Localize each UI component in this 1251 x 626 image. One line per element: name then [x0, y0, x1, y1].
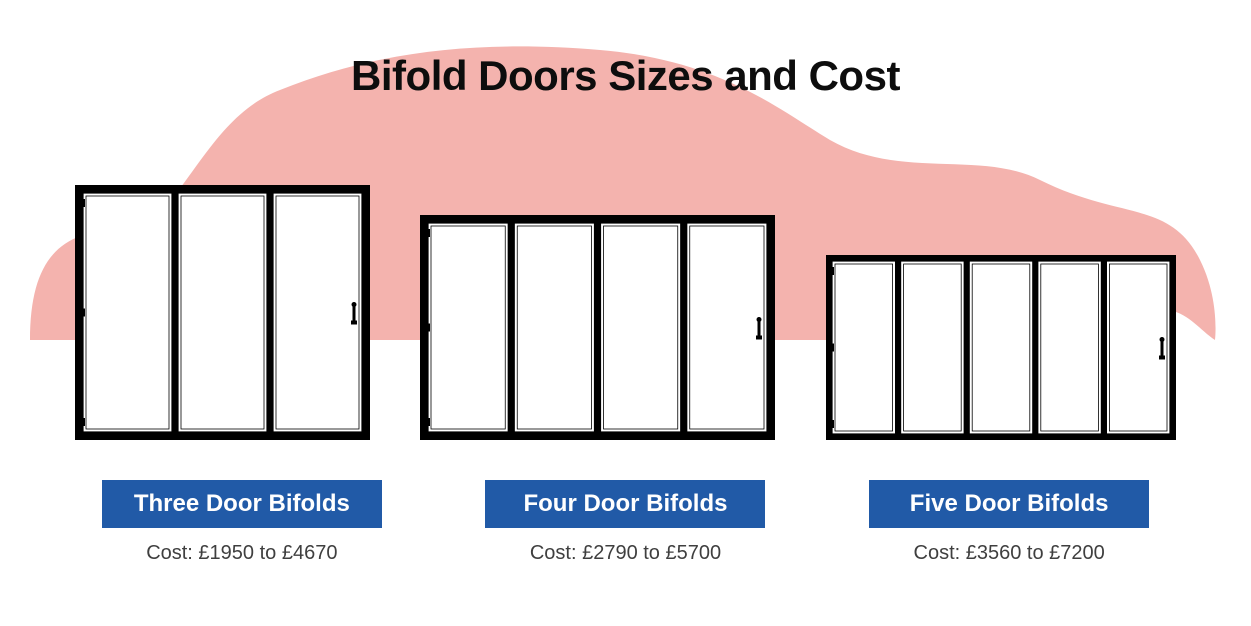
door-panel	[428, 223, 508, 432]
door-wrapper	[826, 255, 1176, 440]
door-panel	[515, 223, 595, 432]
door-panel	[273, 193, 362, 432]
door-type-badge: Four Door Bifolds	[485, 480, 765, 528]
door-panel	[832, 261, 896, 434]
door-panel	[601, 223, 681, 432]
door-wrapper	[75, 185, 370, 440]
bifold-door-4	[420, 215, 775, 440]
bifold-door-3	[75, 185, 370, 440]
page-title: Bifold Doors Sizes and Cost	[0, 0, 1251, 100]
label-block: Three Door Bifolds Cost: £1950 to £4670	[67, 480, 417, 565]
hinge-icon	[81, 199, 85, 207]
door-panel	[969, 261, 1033, 434]
door-panel	[1106, 261, 1170, 434]
door-type-badge: Three Door Bifolds	[102, 480, 382, 528]
doors-row	[0, 100, 1251, 440]
door-type-badge: Five Door Bifolds	[869, 480, 1149, 528]
hinge-icon	[426, 229, 430, 237]
hinge-icon	[830, 267, 834, 275]
door-panel	[900, 261, 964, 434]
label-block: Five Door Bifolds Cost: £3560 to £7200	[834, 480, 1184, 565]
door-panel	[178, 193, 267, 432]
door-panel	[687, 223, 767, 432]
door-panel	[83, 193, 172, 432]
hinge-icon	[426, 324, 430, 332]
door-wrapper	[420, 215, 775, 440]
hinge-icon	[830, 344, 834, 352]
hinge-icon	[81, 309, 85, 317]
labels-row: Three Door Bifolds Cost: £1950 to £4670 Fo…	[0, 440, 1251, 565]
cost-text: Cost: £3560 to £7200	[914, 542, 1105, 565]
hinge-icon	[830, 420, 834, 428]
door-panel	[1038, 261, 1102, 434]
bifold-door-5	[826, 255, 1176, 440]
hinge-icon	[426, 418, 430, 426]
label-block: Four Door Bifolds Cost: £2790 to £5700	[450, 480, 800, 565]
hinge-icon	[81, 418, 85, 426]
cost-text: Cost: £1950 to £4670	[146, 542, 337, 565]
cost-text: Cost: £2790 to £5700	[530, 542, 721, 565]
